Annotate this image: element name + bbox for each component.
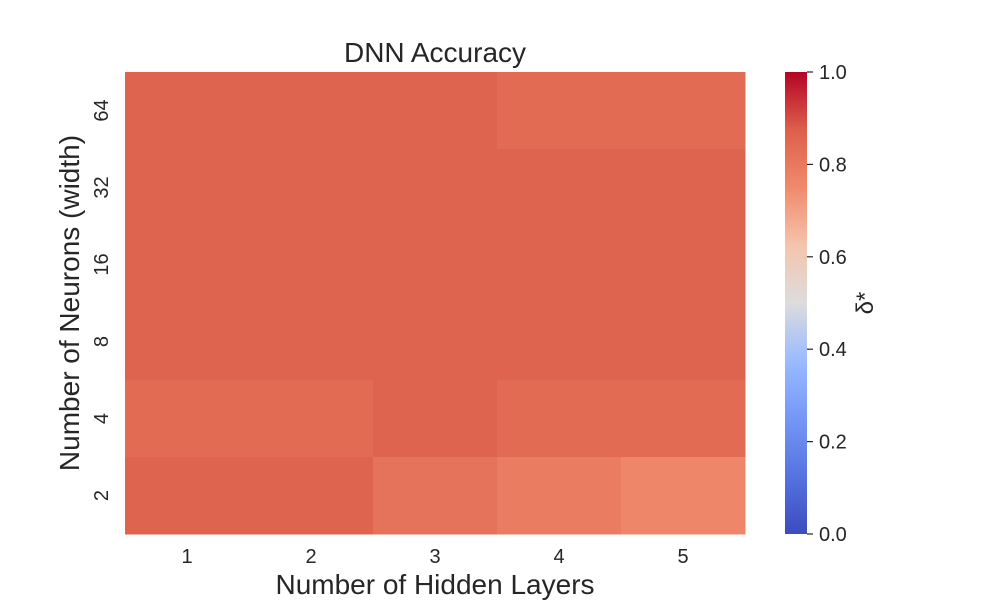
heatmap-cell <box>621 72 746 150</box>
x-tick-label: 2 <box>305 546 316 568</box>
heatmap-cell <box>497 457 622 535</box>
heatmap-cell <box>373 380 498 458</box>
y-tick-labels: 64 32 16 8 4 2 <box>91 99 113 501</box>
heatmap-cell <box>621 457 746 535</box>
heatmap-cell <box>125 149 250 227</box>
heatmap-cell <box>249 226 374 304</box>
y-tick-label: 64 <box>91 99 113 121</box>
heatmap-cell <box>249 380 374 458</box>
heatmap-cell <box>497 149 622 227</box>
heatmap-cells <box>125 72 746 535</box>
y-axis-label: Number of Neurons (width) <box>54 135 85 471</box>
colorbar-label: δ* <box>852 292 879 315</box>
heatmap-cell <box>249 72 374 150</box>
y-tick-label: 16 <box>91 253 113 275</box>
heatmap-cell <box>373 149 498 227</box>
colorbar-tick-label: 0.0 <box>819 524 847 546</box>
colorbar <box>785 72 807 534</box>
chart-title: DNN Accuracy <box>344 37 526 68</box>
x-tick-label: 3 <box>429 546 440 568</box>
heatmap-cell <box>497 72 622 150</box>
heatmap-cell <box>497 226 622 304</box>
colorbar-ticks: 0.0 0.2 0.4 0.6 0.8 1.0 <box>807 62 847 546</box>
heatmap-cell <box>249 149 374 227</box>
x-tick-labels: 1 2 3 4 5 <box>181 546 688 568</box>
heatmap-cell <box>125 303 250 381</box>
heatmap-cell <box>621 303 746 381</box>
heatmap-cell <box>125 380 250 458</box>
y-tick-label: 2 <box>91 490 113 501</box>
x-tick-label: 5 <box>677 546 688 568</box>
heatmap-cell <box>373 303 498 381</box>
heatmap-cell <box>249 303 374 381</box>
heatmap-cell <box>621 149 746 227</box>
heatmap-cell <box>249 457 374 535</box>
heatmap-cell <box>621 380 746 458</box>
heatmap-cell <box>373 457 498 535</box>
heatmap-cell <box>125 72 250 150</box>
x-axis-label: Number of Hidden Layers <box>275 569 594 600</box>
colorbar-tick-label: 1.0 <box>819 62 847 84</box>
colorbar-tick-label: 0.2 <box>819 432 847 454</box>
heatmap-cell <box>373 72 498 150</box>
heatmap-cell <box>125 457 250 535</box>
heatmap-cell <box>497 380 622 458</box>
y-tick-label: 32 <box>91 176 113 198</box>
y-tick-label: 8 <box>91 336 113 347</box>
colorbar-tick-label: 0.4 <box>819 339 847 361</box>
x-tick-label: 1 <box>181 546 192 568</box>
y-tick-label: 4 <box>91 413 113 424</box>
colorbar-tick-label: 0.6 <box>819 247 847 269</box>
x-tick-label: 4 <box>553 546 564 568</box>
colorbar-tick-label: 0.8 <box>819 154 847 176</box>
heatmap-cell <box>497 303 622 381</box>
heatmap-cell <box>125 226 250 304</box>
heatmap-cell <box>373 226 498 304</box>
heatmap-cell <box>621 226 746 304</box>
